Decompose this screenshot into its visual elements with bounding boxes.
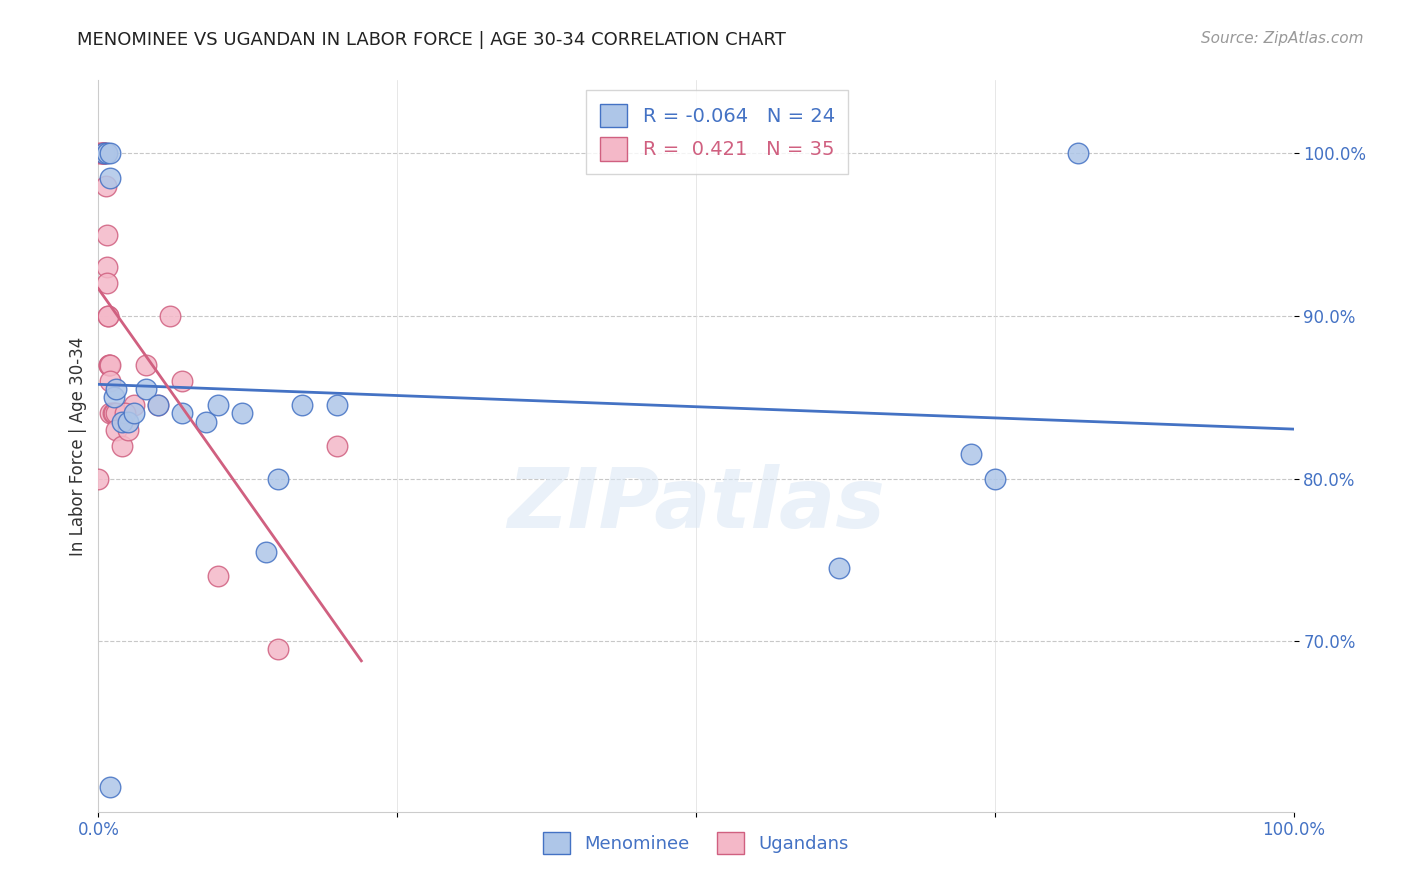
- Point: [97, 309, 120, 323]
- Point: [291, 398, 314, 412]
- Point: [172, 407, 194, 421]
- Point: [93, 146, 115, 161]
- Point: [98, 780, 122, 795]
- Text: Source: ZipAtlas.com: Source: ZipAtlas.com: [1201, 31, 1364, 46]
- Point: [159, 309, 181, 323]
- Point: [195, 415, 218, 429]
- Point: [267, 642, 290, 657]
- Point: [326, 439, 349, 453]
- Point: [91, 146, 114, 161]
- Point: [960, 447, 983, 461]
- Point: [91, 146, 114, 161]
- Point: [96, 260, 118, 275]
- Point: [172, 374, 194, 388]
- Point: [117, 423, 139, 437]
- Point: [267, 471, 290, 485]
- Point: [117, 415, 139, 429]
- Point: [98, 170, 122, 185]
- Point: [207, 569, 229, 583]
- Point: [96, 146, 118, 161]
- Point: [148, 398, 170, 412]
- Point: [114, 407, 136, 421]
- Point: [96, 227, 118, 242]
- Point: [105, 407, 128, 421]
- Point: [90, 146, 112, 161]
- Point: [124, 398, 146, 412]
- Point: [111, 415, 134, 429]
- Point: [207, 398, 229, 412]
- Point: [124, 407, 146, 421]
- Point: [98, 358, 121, 372]
- Point: [135, 382, 157, 396]
- Point: [1067, 146, 1090, 161]
- Point: [93, 146, 115, 161]
- Point: [94, 178, 117, 193]
- Text: MENOMINEE VS UGANDAN IN LABOR FORCE | AGE 30-34 CORRELATION CHART: MENOMINEE VS UGANDAN IN LABOR FORCE | AG…: [77, 31, 786, 49]
- Point: [148, 398, 170, 412]
- Point: [98, 374, 122, 388]
- Point: [98, 358, 122, 372]
- Point: [87, 471, 110, 485]
- Point: [828, 561, 851, 575]
- Point: [96, 277, 118, 291]
- Point: [87, 146, 110, 161]
- Point: [94, 146, 117, 161]
- Point: [97, 309, 120, 323]
- Point: [135, 358, 157, 372]
- Point: [231, 407, 253, 421]
- Point: [326, 398, 349, 412]
- Point: [91, 146, 114, 161]
- Text: ZIPatlas: ZIPatlas: [508, 464, 884, 545]
- Legend: Menominee, Ugandans: Menominee, Ugandans: [536, 825, 856, 861]
- Y-axis label: In Labor Force | Age 30-34: In Labor Force | Age 30-34: [69, 336, 87, 556]
- Point: [111, 439, 134, 453]
- Point: [984, 471, 1007, 485]
- Point: [103, 407, 125, 421]
- Point: [98, 146, 122, 161]
- Point: [105, 423, 128, 437]
- Point: [98, 358, 121, 372]
- Point: [103, 390, 125, 404]
- Point: [93, 146, 115, 161]
- Point: [254, 544, 277, 558]
- Point: [105, 382, 128, 396]
- Point: [98, 407, 122, 421]
- Point: [101, 407, 124, 421]
